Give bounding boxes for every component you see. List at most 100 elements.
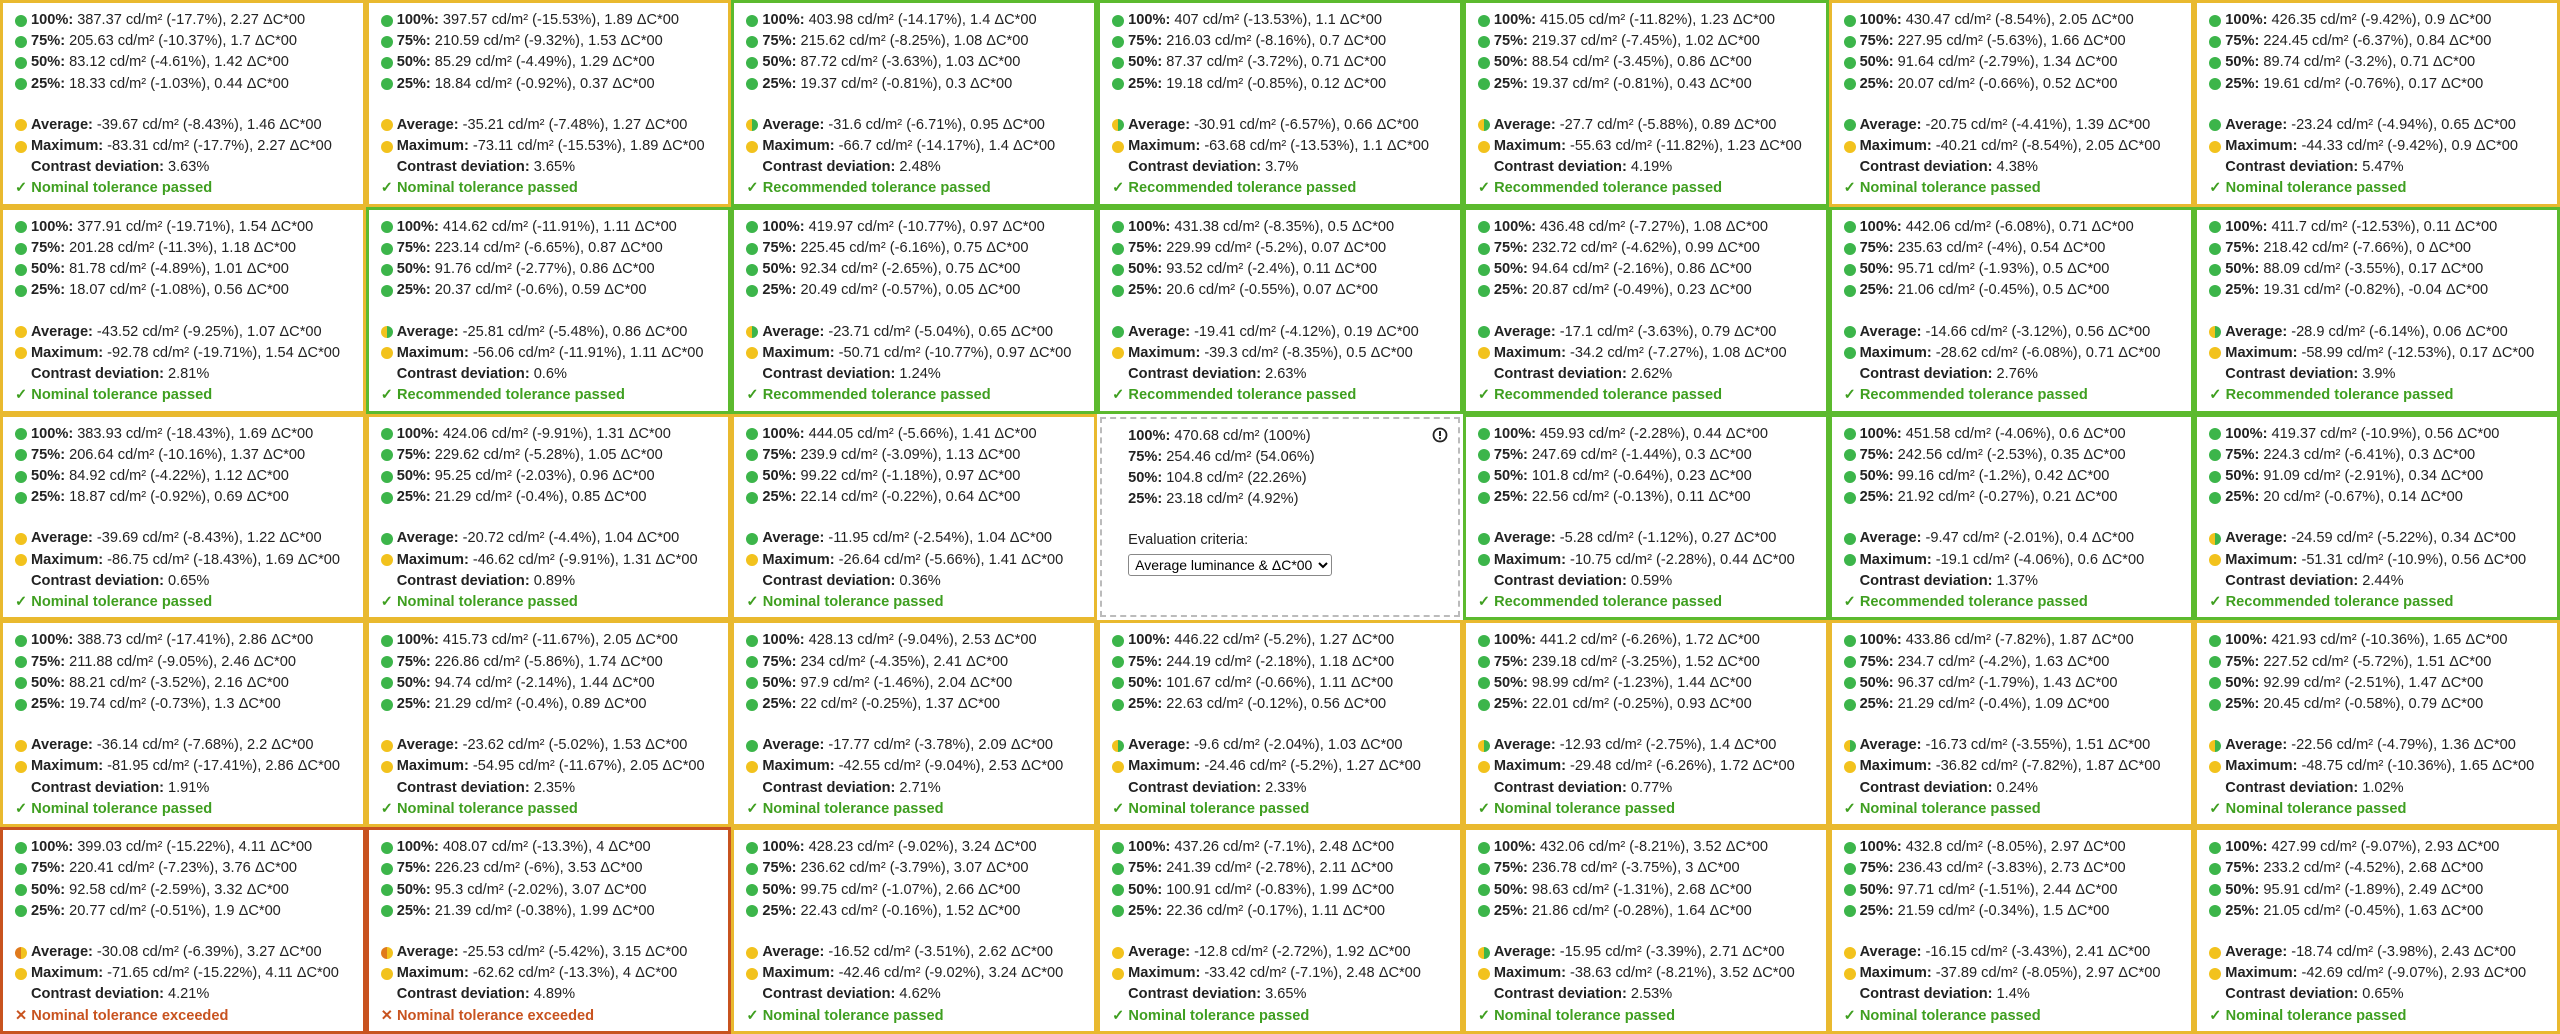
result-line: Maximum: -44.33 cd/m² (-9.42%), 0.9 ΔC*00 <box>2209 136 2551 157</box>
status-dot <box>1477 967 1490 980</box>
status-dot <box>746 677 759 690</box>
label: Contrast deviation: <box>31 779 164 796</box>
result-line: Contrast deviation: 0.6% <box>381 364 723 385</box>
label: 75%: <box>1493 33 1528 50</box>
status-dot <box>1843 221 1856 234</box>
label: 100%: <box>762 218 805 235</box>
label: 75%: <box>31 239 66 256</box>
value: -55.63 cd/m² (-11.82%), 1.23 ΔC*00 <box>1570 137 1802 154</box>
result-line: 75%: 210.59 cd/m² (-9.32%), 1.53 ΔC*00 <box>380 31 723 52</box>
info-icon[interactable] <box>1432 427 1448 443</box>
status-dot <box>1112 677 1125 690</box>
label: Contrast deviation: <box>1493 986 1627 1003</box>
value: -17.77 cd/m² (-3.78%), 2.09 ΔC*00 <box>828 737 1054 754</box>
status-dot <box>15 656 27 669</box>
criteria-label: Evaluation criteria: <box>1128 530 1452 551</box>
result-line: 25%: 20.87 cd/m² (-0.49%), 0.23 ΔC*00 <box>1477 280 1820 301</box>
label: Maximum: <box>1493 965 1567 982</box>
status-dot <box>2209 946 2222 959</box>
label: 100%: <box>1859 839 1902 856</box>
value: 388.73 cd/m² (-17.41%), 2.86 ΔC*00 <box>77 632 314 649</box>
status-dot <box>1477 905 1490 918</box>
status-dot <box>1477 862 1490 875</box>
label: 25%: <box>31 489 66 506</box>
label: 25%: <box>1128 695 1163 712</box>
value: 224.3 cd/m² (-6.41%), 0.3 ΔC*00 <box>2263 446 2476 463</box>
label: 25%: <box>1859 489 1894 506</box>
value: 229.99 cd/m² (-5.2%), 0.07 ΔC*00 <box>1166 239 1387 256</box>
tolerance-status: ✓ Recommended tolerance passed <box>1843 387 2088 404</box>
status-dot <box>1843 326 1856 339</box>
label: 100%: <box>1128 427 1171 444</box>
result-line: 100%: 426.35 cd/m² (-9.42%), 0.9 ΔC*00 <box>2209 10 2551 31</box>
result-line: Average: -39.69 cd/m² (-8.43%), 1.22 ΔC*0… <box>15 528 357 549</box>
value: 95.25 cd/m² (-2.03%), 0.96 ΔC*00 <box>434 467 655 484</box>
tolerance-status: ✕ Nominal tolerance exceeded <box>15 1007 229 1024</box>
value: 20.45 cd/m² (-0.58%), 0.79 ΔC*00 <box>2263 695 2484 712</box>
label: Maximum: <box>31 758 104 775</box>
value: -44.33 cd/m² (-9.42%), 0.9 ΔC*00 <box>2301 137 2519 154</box>
result-line: Contrast deviation: 3.7% <box>1112 157 1454 178</box>
label: Average: <box>1859 323 1922 340</box>
label: 50%: <box>762 54 797 71</box>
result-line: 100%: 388.73 cd/m² (-17.41%), 2.86 ΔC*00 <box>15 630 357 651</box>
tolerance-status: ✓ Recommended tolerance passed <box>1112 387 1357 404</box>
value: 84.92 cd/m² (-4.22%), 1.12 ΔC*00 <box>69 467 289 484</box>
status-dot <box>380 14 393 27</box>
label: Average: <box>31 943 93 960</box>
status-dot <box>1477 841 1490 854</box>
value: 22.43 cd/m² (-0.16%), 1.52 ΔC*00 <box>800 902 1021 919</box>
value: 20.87 cd/m² (-0.49%), 0.23 ΔC*00 <box>1531 282 1752 299</box>
result-line: 100%: 419.37 cd/m² (-10.9%), 0.56 ΔC*00 <box>2209 424 2551 445</box>
result-line: 75%: 216.03 cd/m² (-8.16%), 0.7 ΔC*00 <box>1112 31 1454 52</box>
label: 100%: <box>1128 218 1171 235</box>
result-line: 100%: 437.26 cd/m² (-7.1%), 2.48 ΔC*00 <box>1112 837 1454 858</box>
result-line: 25%: 21.39 cd/m² (-0.38%), 1.99 ΔC*00 <box>380 901 723 922</box>
value: 2.71% <box>899 779 941 796</box>
label: Maximum: <box>1859 137 1932 154</box>
result-line: 75%: 225.45 cd/m² (-6.16%), 0.75 ΔC*00 <box>746 238 1088 259</box>
label: Contrast deviation: <box>396 159 530 176</box>
value: 23.18 cd/m² (4.92%) <box>1166 491 1299 508</box>
label: Maximum: <box>1128 344 1201 361</box>
label: 50%: <box>1128 261 1163 278</box>
result-line: 50%: 98.99 cd/m² (-1.23%), 1.44 ΔC*00 <box>1477 673 1820 694</box>
label: 25%: <box>1493 695 1528 712</box>
value: 94.64 cd/m² (-2.16%), 0.86 ΔC*00 <box>1531 261 1752 278</box>
tolerance-status: ✓ Recommended tolerance passed <box>1477 180 1723 197</box>
status-dot <box>2209 884 2222 897</box>
label: Contrast deviation: <box>762 986 896 1003</box>
result-line: 25%: 21.29 cd/m² (-0.4%), 0.89 ΔC*00 <box>380 694 723 715</box>
result-line: Contrast deviation: 0.77% <box>1478 778 1820 799</box>
label: 25%: <box>762 75 797 92</box>
status-dot <box>15 56 27 69</box>
value: 20.37 cd/m² (-0.6%), 0.59 ΔC*00 <box>434 282 647 299</box>
label: Maximum: <box>396 137 469 154</box>
status-dot <box>1112 140 1125 153</box>
result-line: 100%: 441.2 cd/m² (-6.26%), 1.72 ΔC*00 <box>1477 630 1820 651</box>
value: 3.63% <box>167 159 210 176</box>
status-dot <box>1477 634 1490 647</box>
status-dot <box>2209 221 2222 234</box>
status-dot <box>380 841 393 854</box>
status-dot <box>380 532 393 545</box>
result-line: Maximum: -42.46 cd/m² (-9.02%), 3.24 ΔC*0… <box>746 963 1088 984</box>
value: 89.74 cd/m² (-3.2%), 0.71 ΔC*00 <box>2263 54 2476 71</box>
result-line: 25%: 19.74 cd/m² (-0.73%), 1.3 ΔC*00 <box>15 694 357 715</box>
label: Average: <box>31 116 93 133</box>
status-dot <box>15 841 27 854</box>
status-dot <box>380 284 393 297</box>
label: 25%: <box>1493 282 1528 299</box>
result-line: Maximum: -26.64 cd/m² (-5.66%), 1.41 ΔC*0… <box>746 550 1088 571</box>
status-dot <box>746 449 759 462</box>
value: 87.72 cd/m² (-3.63%), 1.03 ΔC*00 <box>800 54 1021 71</box>
result-line: 50%: 88.21 cd/m² (-3.52%), 2.16 ΔC*00 <box>15 673 357 694</box>
value: 104.8 cd/m² (22.26%) <box>1166 469 1307 486</box>
value: 2.48% <box>899 159 941 176</box>
result-line: 75%: 227.52 cd/m² (-5.72%), 1.51 ΔC*00 <box>2209 652 2551 673</box>
status-dot <box>15 905 27 918</box>
label: 75%: <box>1859 446 1894 463</box>
result-line: 100%: 428.13 cd/m² (-9.04%), 2.53 ΔC*00 <box>746 630 1088 651</box>
status-dot <box>1843 35 1856 48</box>
criteria-select[interactable]: Average luminance & ΔC*00 <box>1128 553 1333 576</box>
